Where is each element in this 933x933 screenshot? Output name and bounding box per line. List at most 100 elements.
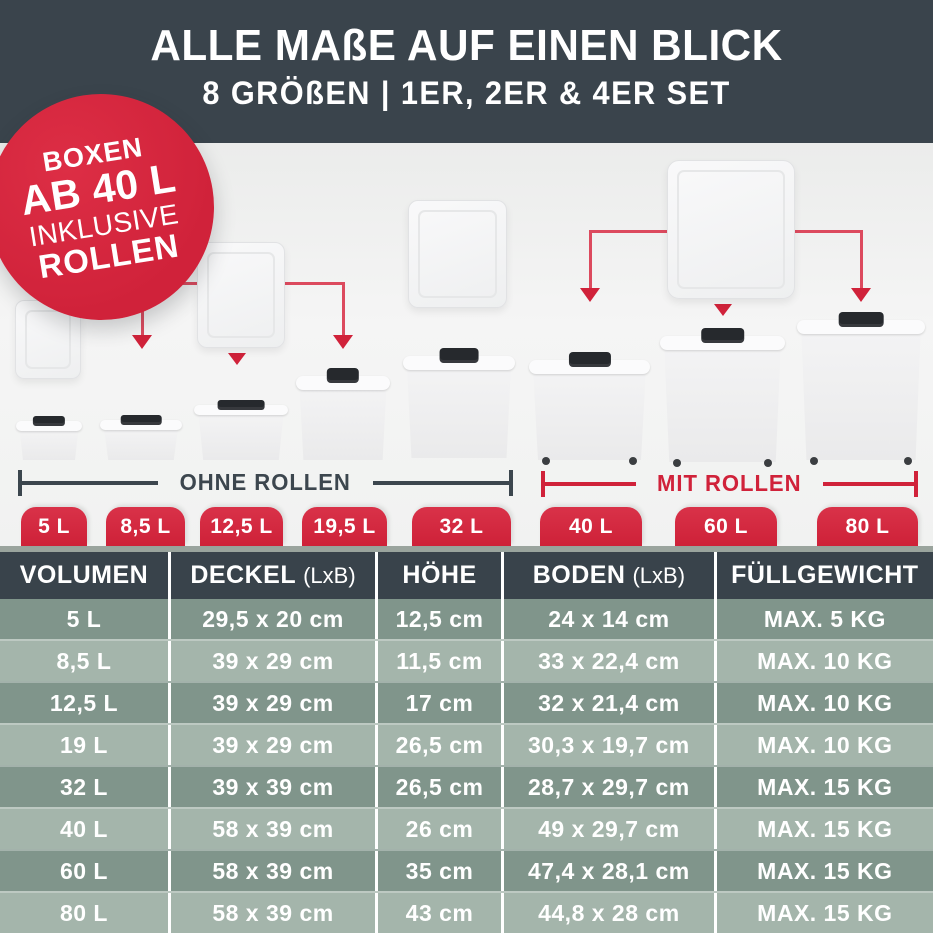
page-subtitle: 8 GRÖßEN | 1ER, 2ER & 4ER SET	[202, 75, 731, 111]
size-badge-32-l: 32 L	[412, 507, 511, 546]
cell-boden: 24 x 14 cm	[501, 599, 714, 639]
box-clip-handle-icon	[439, 348, 479, 363]
cell-deckel: 58 x 39 cm	[167, 893, 375, 933]
arrow-down-icon	[132, 335, 152, 349]
group-label-with-wheels: MIT ROLLEN	[657, 470, 802, 496]
box-clip-handle-icon	[326, 368, 360, 383]
size-badge-12-5-l: 12,5 L	[200, 507, 283, 546]
table-row-8-5-l: 8,5 L 39 x 29 cm 11,5 cm 33 x 22,4 cm MAX. 1…	[0, 639, 933, 681]
box-lid-rim	[296, 376, 390, 390]
column-header-deckel: DECKEL (LxB)	[167, 552, 375, 599]
table-row-5-l: 5 L 29,5 x 20 cm 12,5 cm 24 x 14 cm MAX. 5 K…	[0, 599, 933, 639]
box-32l	[403, 348, 515, 458]
box-clip-handle-icon	[568, 352, 611, 367]
bracket-tick	[541, 470, 545, 497]
box-5l	[16, 416, 82, 460]
box-8-5l	[100, 415, 182, 460]
table-header-row: VOLUMEN DECKEL (LxB) HÖHE BODEN (LxB) FÜLLGEWI…	[0, 552, 933, 599]
lid-large	[408, 200, 507, 308]
arrow-down-icon	[851, 288, 871, 302]
cell-volumen: 12,5 L	[49, 689, 119, 716]
size-badge-8-5-l: 8,5 L	[106, 507, 185, 546]
size-badge-row: 5 L 8,5 L 12,5 L 19,5 L 32 L 40 L 60 L 80 L	[0, 507, 933, 546]
cell-hoehe: 35 cm	[375, 851, 501, 891]
cell-boden: 47,4 x 28,1 cm	[501, 851, 714, 891]
cell-deckel: 58 x 39 cm	[167, 851, 375, 891]
cell-hoehe: 17 cm	[375, 683, 501, 723]
wheel-icon	[672, 459, 681, 467]
column-header-volumen: VOLUMEN	[0, 552, 168, 599]
size-badge-80-l: 80 L	[817, 507, 918, 546]
arrow-down-icon	[580, 288, 600, 302]
table-body: 5 L 29,5 x 20 cm 12,5 cm 24 x 14 cm MAX. 5 K…	[0, 599, 933, 933]
cell-hoehe: 43 cm	[375, 893, 501, 933]
bracket-line	[22, 480, 159, 485]
cell-boden: 30,3 x 19,7 cm	[501, 725, 714, 765]
cell-boden: 33 x 22,4 cm	[501, 641, 714, 681]
box-lid-rim	[16, 421, 82, 431]
arrow-down-icon	[333, 335, 353, 349]
group-bracket-without-wheels: OHNE ROLLEN	[18, 469, 514, 496]
lid-medium	[197, 242, 285, 348]
wheel-icon	[541, 457, 550, 465]
connector-line-medium-lid	[342, 282, 345, 335]
bracket-line	[822, 481, 915, 486]
table-top-strip	[0, 546, 933, 552]
page-title: ALLE MAßE AUF EINEN BLICK	[150, 21, 783, 70]
column-header-label: DECKEL	[190, 561, 297, 589]
connector-line-xl-lid	[860, 230, 863, 288]
cell-deckel: 39 x 39 cm	[167, 767, 375, 807]
cell-hoehe: 26,5 cm	[375, 725, 501, 765]
cell-deckel: 39 x 29 cm	[167, 683, 375, 723]
cell-deckel: 29,5 x 20 cm	[167, 599, 375, 639]
wheel-icon	[903, 457, 912, 465]
column-header-fuellgewicht: FÜLLGEWICHT	[713, 552, 933, 599]
cell-boden: 49 x 29,7 cm	[501, 809, 714, 849]
group-label-without-wheels: OHNE ROLLEN	[179, 469, 352, 495]
table-row-80-l: 80 L 58 x 39 cm 43 cm 44,8 x 28 cm MAX. 15 K…	[0, 891, 933, 933]
column-header-label: BODEN	[532, 561, 626, 589]
cell-hoehe: 26 cm	[375, 809, 501, 849]
bracket-line	[545, 481, 637, 486]
box-body	[104, 429, 178, 460]
wheel-icon	[629, 457, 638, 465]
box-40l	[529, 352, 650, 465]
cell-fuellgewicht: MAX. 10 KG	[713, 641, 933, 681]
box-body	[801, 332, 921, 460]
table-row-32-l: 32 L 39 x 39 cm 26,5 cm 28,7 x 29,7 cm MAX. …	[0, 765, 933, 807]
cell-hoehe: 11,5 cm	[375, 641, 501, 681]
cell-fuellgewicht: MAX. 10 KG	[713, 683, 933, 723]
connector-line-xl-lid	[589, 230, 592, 288]
bracket-tick	[18, 469, 22, 496]
column-header-label: FÜLLGEWICHT	[731, 561, 919, 589]
cell-fuellgewicht: MAX. 15 KG	[713, 893, 933, 933]
cell-volumen: 19 L	[59, 731, 108, 758]
size-badge-40-l: 40 L	[540, 507, 642, 546]
box-lid-rim	[100, 420, 182, 430]
cell-volumen: 80 L	[59, 899, 108, 926]
column-header-boden: BODEN (LxB)	[501, 552, 714, 599]
cell-hoehe: 12,5 cm	[375, 599, 501, 639]
box-lid-rim	[797, 320, 925, 334]
box-12-5l	[194, 400, 288, 460]
cell-volumen: 8,5 L	[56, 647, 112, 674]
cell-boden: 44,8 x 28 cm	[501, 893, 714, 933]
column-header-sublabel: (LxB)	[632, 562, 686, 588]
box-body	[198, 414, 284, 460]
bracket-tick	[914, 470, 919, 497]
cell-hoehe: 26,5 cm	[375, 767, 501, 807]
cell-deckel: 39 x 29 cm	[167, 725, 375, 765]
cell-volumen: 32 L	[59, 773, 108, 800]
cell-boden: 32 x 21,4 cm	[501, 683, 714, 723]
cell-fuellgewicht: MAX. 15 KG	[713, 809, 933, 849]
cell-deckel: 58 x 39 cm	[167, 809, 375, 849]
table-row-60-l: 60 L 58 x 39 cm 35 cm 47,4 x 28,1 cm MAX. 15…	[0, 849, 933, 891]
bracket-tick	[509, 469, 514, 496]
box-lid-rim	[194, 405, 288, 415]
cell-fuellgewicht: MAX. 5 KG	[713, 599, 933, 639]
wheel-icon	[810, 457, 819, 465]
table-row-19-l: 19 L 39 x 29 cm 26,5 cm 30,3 x 19,7 cm MAX. …	[0, 723, 933, 765]
cell-volumen: 40 L	[59, 815, 108, 842]
arrow-down-icon	[714, 304, 732, 316]
